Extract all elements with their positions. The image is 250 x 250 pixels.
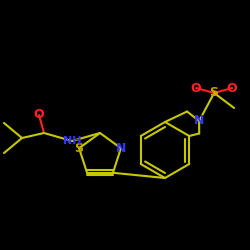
- Text: S: S: [210, 86, 218, 100]
- Text: N: N: [116, 142, 126, 155]
- Text: N: N: [194, 114, 204, 128]
- Text: O: O: [34, 108, 44, 122]
- Text: S: S: [74, 142, 84, 155]
- Text: O: O: [227, 82, 237, 94]
- Text: NH: NH: [63, 136, 81, 146]
- Text: O: O: [191, 82, 202, 94]
